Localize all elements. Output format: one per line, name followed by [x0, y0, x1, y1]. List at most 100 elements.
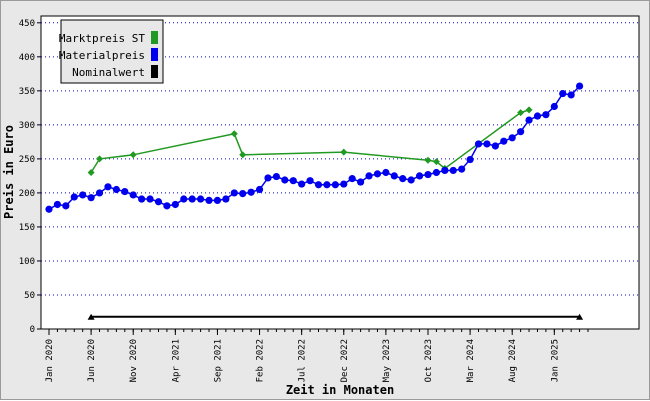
data-point	[576, 313, 584, 320]
data-point	[112, 185, 120, 194]
data-point	[154, 198, 163, 206]
data-point	[517, 109, 525, 117]
data-point	[466, 155, 474, 164]
data-point	[247, 188, 255, 196]
data-point	[230, 130, 238, 138]
data-point	[340, 180, 348, 188]
data-point	[272, 172, 280, 181]
data-point	[171, 200, 179, 209]
series-line	[48, 85, 581, 210]
data-point	[500, 137, 508, 145]
data-point	[340, 148, 348, 156]
data-point	[424, 156, 432, 164]
data-point	[222, 195, 230, 203]
data-point	[298, 180, 306, 188]
data-point	[458, 165, 466, 173]
y-tick-label: 400	[19, 53, 35, 63]
data-point	[87, 313, 95, 320]
data-point	[79, 191, 87, 199]
x-tick-label: Sep 2021	[213, 339, 223, 382]
x-tick-label: Jul 2022	[298, 339, 308, 382]
data-point	[230, 189, 238, 197]
data-point	[264, 174, 272, 182]
y-tick-label: 100	[19, 257, 35, 267]
legend-box	[60, 19, 164, 84]
data-point	[70, 193, 78, 201]
legend: Marktpreis ST Materialpreis Nominalwert	[59, 19, 164, 84]
data-point	[382, 168, 390, 177]
data-point	[415, 172, 424, 180]
data-point	[559, 89, 567, 98]
data-point	[239, 189, 247, 198]
data-point	[239, 151, 247, 159]
y-axis-ticks: 0 50 100 150 200 250 300 350 400 450	[19, 19, 41, 335]
data-point	[331, 181, 339, 189]
data-point	[399, 175, 407, 183]
y-tick-label: 200	[19, 189, 35, 199]
data-point	[163, 202, 171, 210]
legend-swatch	[151, 48, 158, 61]
data-point	[314, 181, 323, 189]
data-point	[567, 91, 575, 99]
x-tick-label: Nov 2020	[129, 339, 139, 382]
x-tick-label: Mar 2024	[466, 339, 476, 382]
data-point	[424, 170, 432, 179]
data-point	[348, 175, 356, 183]
data-point	[373, 170, 382, 178]
data-point	[255, 185, 264, 194]
data-point	[45, 205, 53, 213]
data-point	[474, 140, 483, 148]
x-tick-label: Apr 2021	[171, 339, 181, 382]
data-point	[289, 177, 297, 185]
data-point	[550, 102, 558, 111]
data-point	[87, 194, 95, 202]
x-tick-label: Oct 2023	[424, 339, 434, 382]
data-point	[138, 195, 146, 203]
data-point	[306, 177, 314, 185]
y-tick-label: 150	[19, 223, 35, 233]
data-point	[432, 158, 440, 166]
series-materialpreis	[45, 82, 584, 213]
data-point	[407, 176, 415, 184]
x-tick-label: Jan 2020	[45, 339, 55, 382]
data-point	[121, 187, 129, 196]
y-axis-title: Preis in Euro	[2, 125, 16, 219]
data-point	[104, 183, 112, 191]
x-tick-label: Aug 2024	[508, 339, 518, 382]
data-point	[365, 172, 373, 180]
x-tick-label: Feb 2022	[256, 339, 266, 382]
data-point	[542, 111, 550, 119]
data-point	[390, 172, 398, 180]
data-point	[508, 134, 516, 142]
data-point	[146, 195, 154, 203]
y-tick-label: 450	[19, 19, 35, 29]
data-point	[432, 168, 441, 177]
series-layer	[45, 82, 584, 320]
legend-swatch	[151, 31, 158, 44]
data-point	[533, 112, 542, 120]
x-tick-label: Dec 2022	[340, 339, 350, 382]
data-point	[96, 155, 104, 163]
legend-label: Nominalwert	[72, 66, 145, 79]
data-point	[491, 142, 499, 150]
series-marktpreis-st	[87, 106, 533, 176]
data-point	[323, 181, 331, 189]
legend-swatch	[151, 65, 158, 78]
legend-label: Marktpreis ST	[59, 32, 145, 45]
x-tick-label: Jun 2020	[87, 339, 97, 382]
data-point	[449, 166, 457, 175]
x-axis-ticks: Jan 2020 Jun 2020 Nov 2020 Apr 2021 Sep 2021…	[45, 329, 589, 382]
data-point	[53, 200, 62, 209]
data-point	[188, 195, 196, 203]
data-point	[213, 196, 222, 204]
data-point	[525, 106, 533, 114]
x-axis-title: Zeit in Monaten	[286, 383, 394, 397]
data-point	[205, 196, 213, 204]
data-point	[525, 116, 533, 124]
data-point	[180, 195, 188, 203]
data-point	[281, 176, 289, 184]
data-point	[483, 140, 491, 148]
data-point	[62, 202, 70, 210]
